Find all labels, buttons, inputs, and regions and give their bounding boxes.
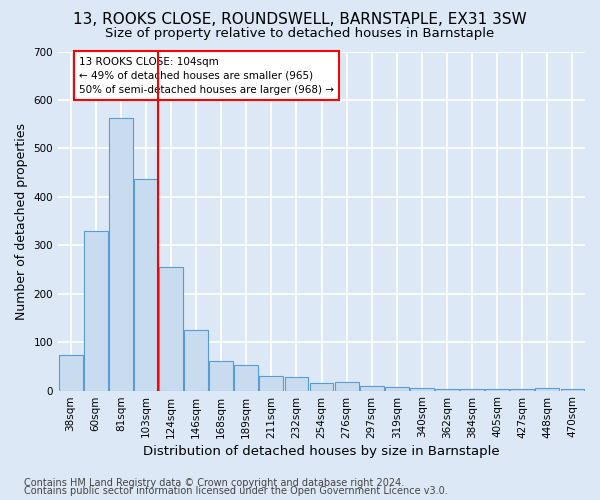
Text: Size of property relative to detached houses in Barnstaple: Size of property relative to detached ho… (106, 28, 494, 40)
Bar (310, 384, 334, 390)
Bar (485, 388, 509, 390)
Bar (435, 388, 459, 390)
Text: 13, ROOKS CLOSE, ROUNDSWELL, BARNSTAPLE, EX31 3SW: 13, ROOKS CLOSE, ROUNDSWELL, BARNSTAPLE,… (73, 12, 527, 28)
X-axis label: Distribution of detached houses by size in Barnstaple: Distribution of detached houses by size … (143, 444, 500, 458)
Bar (109, 118, 133, 390)
Bar (59, 354, 83, 390)
Bar (235, 366, 258, 390)
Bar (535, 388, 559, 390)
Bar (184, 330, 208, 390)
Bar (385, 386, 409, 390)
Bar (560, 389, 584, 390)
Bar (460, 388, 484, 390)
Text: Contains public sector information licensed under the Open Government Licence v3: Contains public sector information licen… (24, 486, 448, 496)
Bar (134, 179, 158, 390)
Text: Contains HM Land Registry data © Crown copyright and database right 2024.: Contains HM Land Registry data © Crown c… (24, 478, 404, 488)
Bar (360, 386, 383, 390)
Bar (410, 388, 434, 390)
Bar (159, 266, 183, 390)
Text: 13 ROOKS CLOSE: 104sqm
← 49% of detached houses are smaller (965)
50% of semi-de: 13 ROOKS CLOSE: 104sqm ← 49% of detached… (79, 56, 334, 94)
Bar (511, 389, 534, 390)
Bar (259, 376, 283, 390)
Bar (284, 377, 308, 390)
Y-axis label: Number of detached properties: Number of detached properties (15, 122, 28, 320)
Bar (84, 230, 107, 390)
Bar (335, 382, 359, 390)
Bar (209, 360, 233, 390)
